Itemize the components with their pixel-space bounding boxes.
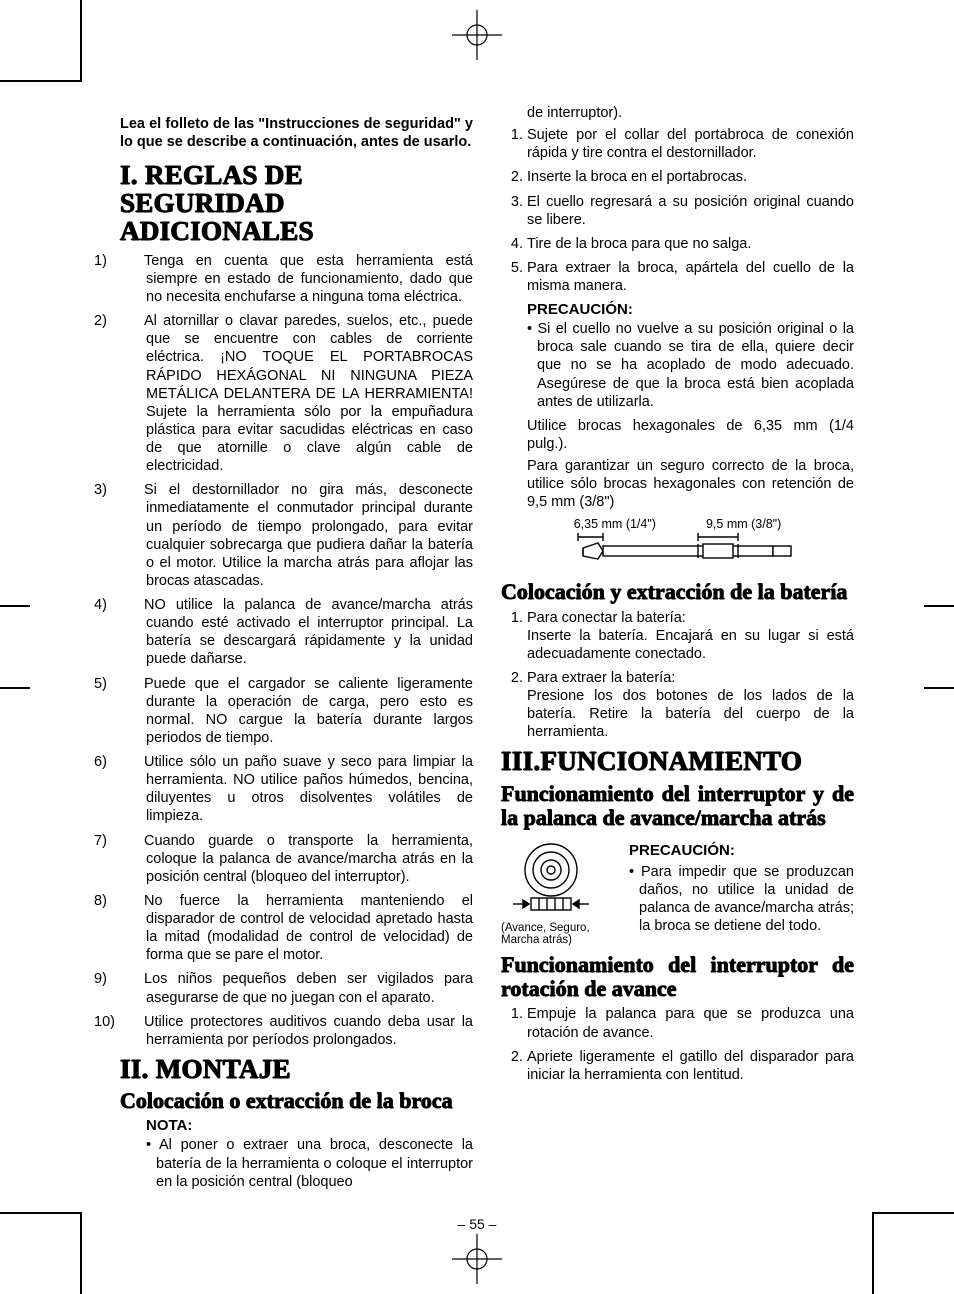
- right-column: de interruptor). Sujete por el collar de…: [501, 100, 854, 1204]
- crop-mark-bottom-right: [872, 1212, 954, 1294]
- rule-item-4: NO utilice la palanca de avance/marcha a…: [120, 596, 473, 669]
- switch-caption: (Avance, Seguro, Marcha atrás): [501, 922, 621, 947]
- section-2-heading: II. MONTAJE: [120, 1055, 473, 1083]
- rule-item-5: Puede que el cargador se caliente ligera…: [120, 675, 473, 748]
- registration-mark-bottom-icon: [452, 1234, 502, 1284]
- section-3-list2: Empuje la palanca para que se produzca u…: [501, 1005, 854, 1084]
- section-1-list: Tenga en cuenta que esta herramienta est…: [120, 252, 473, 1049]
- crop-mark-bottom-left: [0, 1212, 82, 1294]
- precaucion-bullet-2: • Para impedir que se produzcan daños, n…: [629, 863, 854, 936]
- forward-item-1: Empuje la palanca para que se produzca u…: [527, 1005, 854, 1041]
- dim-label-1: 6,35 mm (1/4"): [574, 517, 656, 531]
- nota-heading: NOTA:: [146, 1117, 473, 1134]
- section-2-sub2: Colocación y extracción de la batería: [501, 580, 854, 604]
- precaucion-heading-1: PRECAUCIÓN:: [527, 301, 854, 318]
- crop-mark-top-left: [0, 0, 82, 82]
- switch-block: (Avance, Seguro, Marcha atrás) PRECAUCIÓ…: [501, 838, 854, 947]
- section-1-heading: I. REGLAS DE SEGURIDAD ADICIONALES: [120, 161, 473, 246]
- roman-3: III.: [501, 746, 540, 776]
- side-mark-left: [0, 605, 30, 689]
- section-2-sub1: Colocación o extracción de la broca: [120, 1089, 473, 1113]
- precaucion-heading-2: PRECAUCIÓN:: [629, 842, 854, 861]
- rule-item-8: No fuerce la herramienta manteniendo el …: [120, 892, 473, 965]
- switch-diagram-icon: [501, 838, 611, 918]
- hex-text-2: Para garantizar un seguro correcto de la…: [527, 457, 854, 511]
- switch-figure: (Avance, Seguro, Marcha atrás): [501, 838, 621, 947]
- page-number: – 55 –: [458, 1216, 497, 1232]
- nota-bullet-continued: de interruptor).: [527, 104, 854, 122]
- assembly-item-2: Inserte la broca en el portabrocas.: [527, 168, 854, 186]
- nota-bullet-partial: • Al poner o extraer una broca, desconec…: [120, 1136, 473, 1190]
- section-3-heading: III.FUNCIONAMIENTO: [501, 747, 854, 775]
- page: Lea el folleto de las "Instrucciones de …: [0, 0, 954, 1294]
- content-area: Lea el folleto de las "Instrucciones de …: [120, 100, 854, 1204]
- battery-list: Para conectar la batería:Inserte la bate…: [501, 609, 854, 742]
- section-3-title: FUNCIONAMIENTO: [540, 746, 802, 776]
- rule-item-1: Tenga en cuenta que esta herramienta est…: [120, 252, 473, 306]
- intro-text: Lea el folleto de las "Instrucciones de …: [120, 115, 473, 151]
- assembly-item-1: Sujete por el collar del portabroca de c…: [527, 126, 854, 162]
- rule-item-9: Los niños pequeños deben ser vigilados p…: [120, 970, 473, 1006]
- battery-item-1: Para conectar la batería:Inserte la bate…: [527, 609, 854, 663]
- section-2-list: Sujete por el collar del portabroca de c…: [501, 126, 854, 295]
- rule-item-2: Al atornillar o clavar paredes, suelos, …: [120, 312, 473, 475]
- side-mark-right: [924, 605, 954, 689]
- rule-item-3: Si el destornillador no gira más, descon…: [120, 481, 473, 590]
- rule-item-10: Utilice protectores auditivos cuando deb…: [120, 1013, 473, 1049]
- left-column: Lea el folleto de las "Instrucciones de …: [120, 100, 473, 1204]
- registration-mark-top-icon: [452, 10, 502, 60]
- assembly-item-4: Tire de la broca para que no salga.: [527, 235, 854, 253]
- rule-item-6: Utilice sólo un paño suave y seco para l…: [120, 753, 473, 826]
- roman-1: I.: [120, 160, 138, 190]
- forward-item-2: Apriete ligeramente el gatillo del dispa…: [527, 1048, 854, 1084]
- battery-item-2: Para extraer la batería:Presione los dos…: [527, 669, 854, 742]
- assembly-item-3: El cuello regresará a su posición origin…: [527, 193, 854, 229]
- hex-text-1: Utilice brocas hexagonales de 6,35 mm (1…: [527, 417, 854, 453]
- assembly-item-5: Para extraer la broca, apártela del cuel…: [527, 259, 854, 295]
- bit-diagram: 6,35 mm (1/4") 9,5 mm (3/8"): [501, 517, 854, 572]
- dim-label-2: 9,5 mm (3/8"): [706, 517, 781, 531]
- bit-diagram-icon: [548, 533, 808, 569]
- precaucion-bullet-1: • Si el cuello no vuelve a su posición o…: [501, 320, 854, 411]
- section-3-sub2: Funcionamiento del interruptor de rotaci…: [501, 953, 854, 1001]
- rule-item-7: Cuando guarde o transporte la herramient…: [120, 832, 473, 886]
- switch-text: PRECAUCIÓN: • Para impedir que se produz…: [629, 838, 854, 947]
- section-1-title: REGLAS DE SEGURIDAD ADICIONALES: [120, 160, 314, 247]
- roman-2: II.: [120, 1054, 149, 1084]
- section-3-sub1: Funcionamiento del interruptor y de la p…: [501, 782, 854, 830]
- section-2-title: MONTAJE: [156, 1054, 291, 1084]
